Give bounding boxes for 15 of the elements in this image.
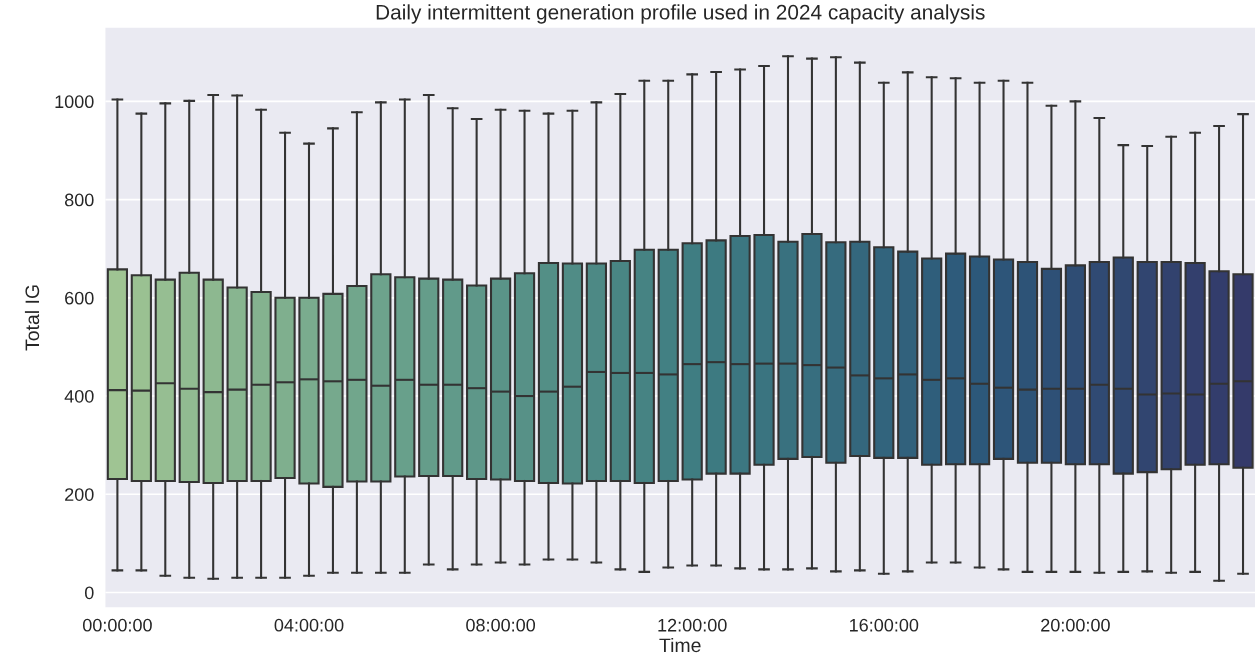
y-tick-label: 200 — [65, 488, 94, 501]
y-tick-label: 1000 — [55, 95, 94, 109]
y-tick-label: 800 — [64, 193, 94, 207]
chart-title: Daily intermittent generation profile used in 2024 capacity analysis — [376, 4, 985, 24]
x-tick-label: 12:00:00 — [658, 618, 727, 632]
x-tick-label: 20:00:00 — [1041, 618, 1110, 632]
x-tick-label: 08:00:00 — [466, 618, 536, 632]
x-axis-title: Time — [659, 637, 701, 653]
x-tick-label: 00:00:00 — [82, 618, 152, 632]
y-tick-label: 600 — [65, 291, 94, 305]
y-tick-label: 400 — [64, 389, 94, 403]
x-tick-label: 04:00:00 — [274, 618, 344, 632]
y-axis-title: Total IG — [24, 285, 40, 351]
x-tick-label: 16:00:00 — [850, 618, 919, 632]
y-tick-label: 0 — [84, 586, 94, 600]
